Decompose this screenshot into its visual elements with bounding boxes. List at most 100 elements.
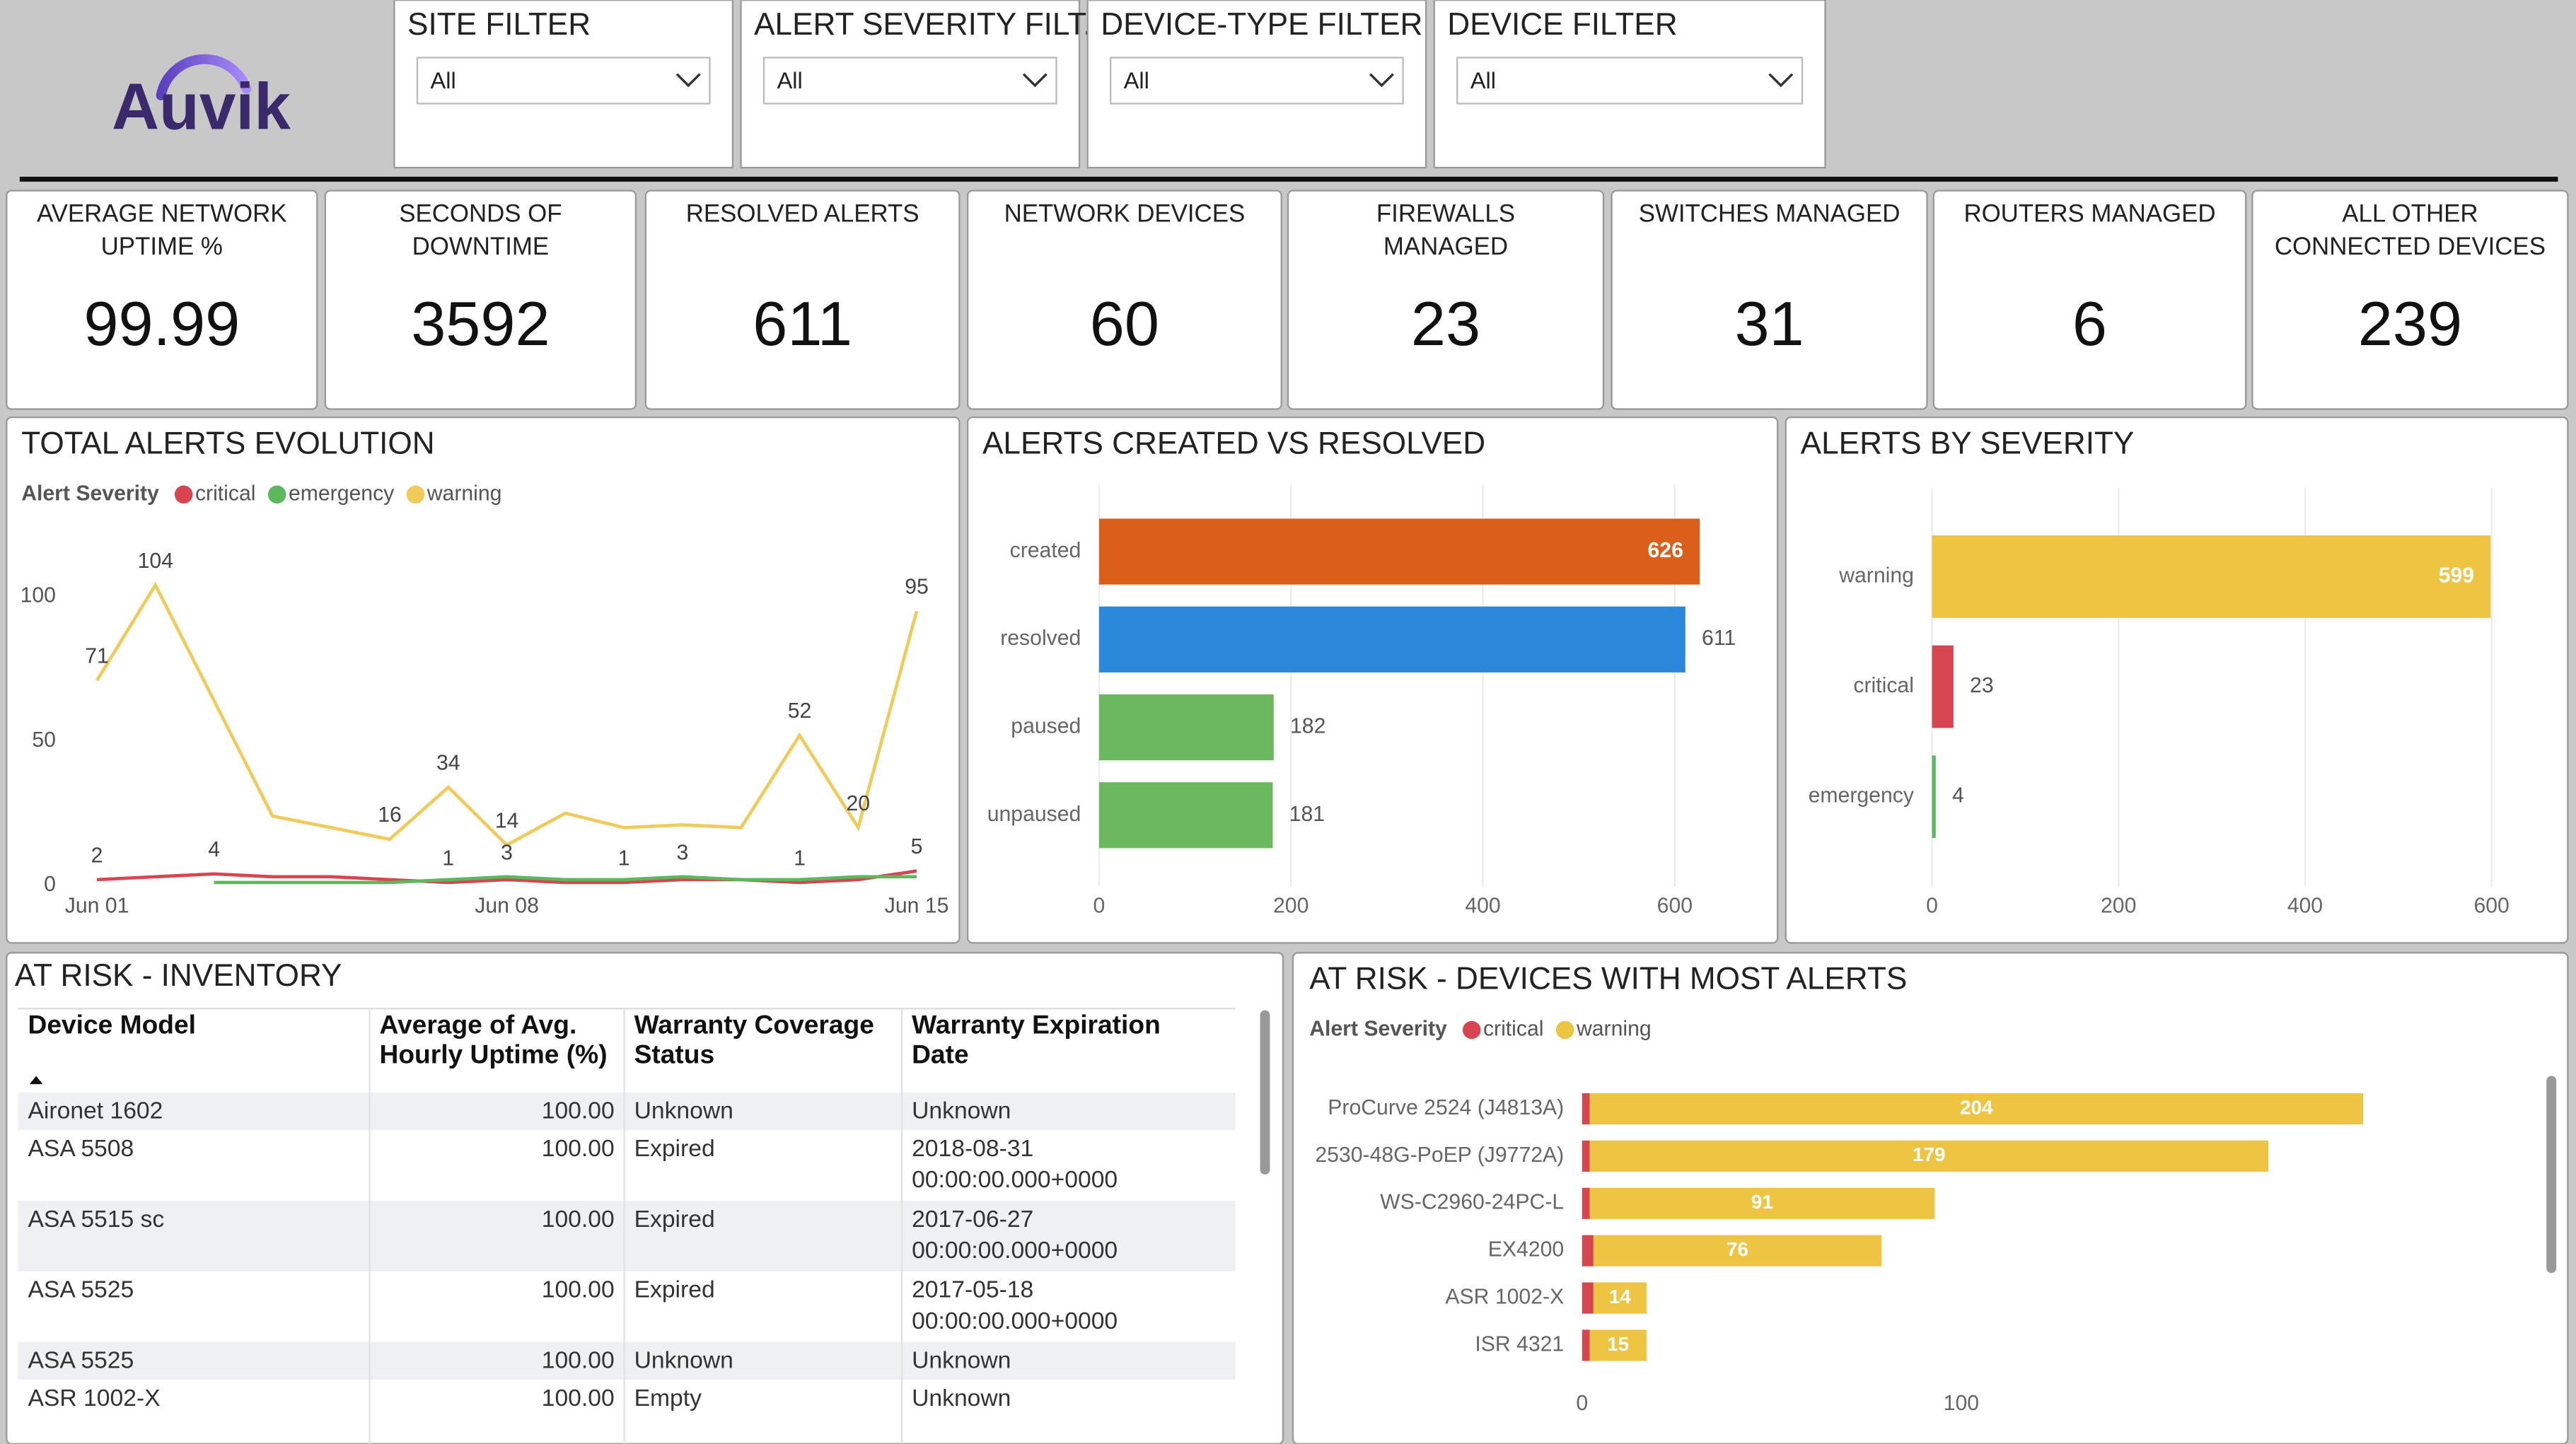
x-tick-label: 400	[1465, 894, 1500, 917]
data-label: 1	[442, 846, 454, 870]
x-tick-label: 0	[1926, 894, 1938, 917]
bar-segment	[1589, 1329, 1647, 1361]
kpi-label: UPTIME %	[101, 233, 223, 260]
data-label: 611	[1702, 627, 1736, 650]
kpi-label: DOWNTIME	[412, 233, 549, 260]
data-label: 1	[618, 846, 630, 870]
table-cell: Aironet 1602	[28, 1098, 163, 1124]
table-row	[18, 1380, 1236, 1418]
kpi-card	[966, 190, 1282, 410]
dropdown-chevron	[675, 73, 701, 88]
category-label: unpaused	[987, 803, 1081, 826]
bar-segment	[1589, 1140, 2269, 1172]
y-tick-label: 0	[44, 873, 56, 896]
bar	[1932, 535, 2491, 618]
table-cell: ASA 5508	[28, 1136, 134, 1162]
table-cell: 2017-05-18	[912, 1277, 1033, 1303]
bar	[1098, 694, 1274, 761]
line-series	[96, 869, 917, 885]
table-cell: 100.00	[542, 1098, 615, 1124]
bar-segment	[1582, 1329, 1590, 1361]
sort-indicator	[29, 1076, 43, 1085]
filter-dropdown[interactable]	[762, 57, 1057, 105]
table-title: AT RISK - INVENTORY	[15, 958, 342, 993]
legend-label: emergency	[289, 482, 395, 505]
kpi-card	[1611, 190, 1928, 410]
filter-dropdown[interactable]	[1109, 57, 1404, 105]
data-label: 182	[1290, 715, 1325, 738]
y-tick-label: 100	[21, 584, 56, 607]
kpi-label: CONNECTED DEVICES	[2275, 233, 2546, 260]
category-label: created	[1010, 539, 1081, 562]
data-label: 3	[677, 841, 689, 864]
column-header: Device Model	[28, 1010, 195, 1040]
data-label: 2	[91, 844, 103, 867]
category-label: paused	[1011, 715, 1081, 738]
table-cell: 100.00	[542, 1206, 615, 1233]
category-label: 2530-48G-PoEP (J9772A)	[1315, 1143, 1564, 1167]
table-cell: 2017-06-27	[912, 1206, 1033, 1233]
category-label: ISR 4321	[1475, 1332, 1564, 1356]
legend-marker	[1462, 1020, 1481, 1040]
table-cell: Expired	[634, 1206, 715, 1233]
bar-segment	[1589, 1187, 1935, 1219]
legend-label: warning	[427, 482, 502, 505]
kpi-label: FIREWALLS	[1376, 200, 1515, 228]
kpi-value: 3592	[411, 289, 550, 359]
chart-panel	[6, 416, 961, 944]
data-label: 181	[1289, 803, 1325, 826]
data-label: 20	[846, 792, 870, 815]
data-label: 4	[208, 838, 220, 861]
column-header: Date	[912, 1039, 969, 1069]
x-tick-label: 200	[2101, 894, 2136, 917]
bar-segment	[1582, 1282, 1594, 1314]
kpi-value: 239	[2358, 289, 2462, 359]
filter-dropdown[interactable]	[1456, 57, 1804, 105]
table-cell: Expired	[634, 1277, 715, 1303]
kpi-card	[324, 190, 637, 410]
scrollbar[interactable]	[1260, 1010, 1270, 1175]
kpi-value: 99.99	[83, 289, 240, 359]
table: Device Model Average of Avg.Hourly Uptime…	[18, 1008, 1236, 1444]
x-tick-label: 600	[1657, 894, 1693, 917]
data-label: 71	[85, 645, 109, 668]
table-cell: Unknown	[912, 1348, 1011, 1374]
legend-title: Alert Severity	[1309, 1017, 1447, 1040]
kpi-card	[1287, 190, 1605, 410]
bar	[1098, 782, 1273, 849]
data-label: 23	[1970, 674, 1994, 697]
legend-label: critical	[195, 482, 256, 505]
data-label: 3	[501, 841, 513, 864]
category-label: ASR 1002-X	[1445, 1286, 1564, 1309]
kpi-value: 31	[1734, 289, 1804, 359]
dropdown-chevron	[1768, 73, 1794, 88]
x-tick-label: 0	[1576, 1392, 1588, 1415]
legend-marker	[267, 485, 286, 504]
table-cell: Unknown	[912, 1098, 1011, 1124]
scrollbar[interactable]	[2546, 1076, 2557, 1274]
table-row	[18, 1341, 1236, 1380]
kpi-label: ROUTERS MANAGED	[1963, 200, 2215, 228]
data-label: 14	[1609, 1286, 1631, 1308]
filter-value: All	[777, 68, 803, 93]
column-header: Warranty Expiration	[912, 1010, 1161, 1040]
column-header: Average of Avg.	[380, 1010, 577, 1040]
table-row	[18, 1092, 1236, 1131]
table-row	[18, 1271, 1236, 1342]
y-tick-label: 50	[32, 728, 56, 752]
column-header: Status	[634, 1039, 715, 1069]
legend-title: Alert Severity	[21, 482, 159, 505]
chart-title: ALERTS BY SEVERITY	[1801, 426, 2135, 460]
bar	[1932, 645, 1954, 728]
table-cell: 100.00	[542, 1277, 615, 1303]
bar-segment	[1582, 1235, 1594, 1267]
data-label: 52	[788, 699, 812, 723]
line-series	[95, 581, 919, 847]
filter-dropdown[interactable]	[416, 57, 711, 105]
column-header: Hourly Uptime (%)	[380, 1039, 608, 1069]
table-cell: 100.00	[542, 1385, 615, 1411]
category-label: WS-C2960-24PC-L	[1380, 1191, 1564, 1214]
kpi-card	[1932, 190, 2247, 410]
logo: Auvik	[112, 70, 291, 144]
